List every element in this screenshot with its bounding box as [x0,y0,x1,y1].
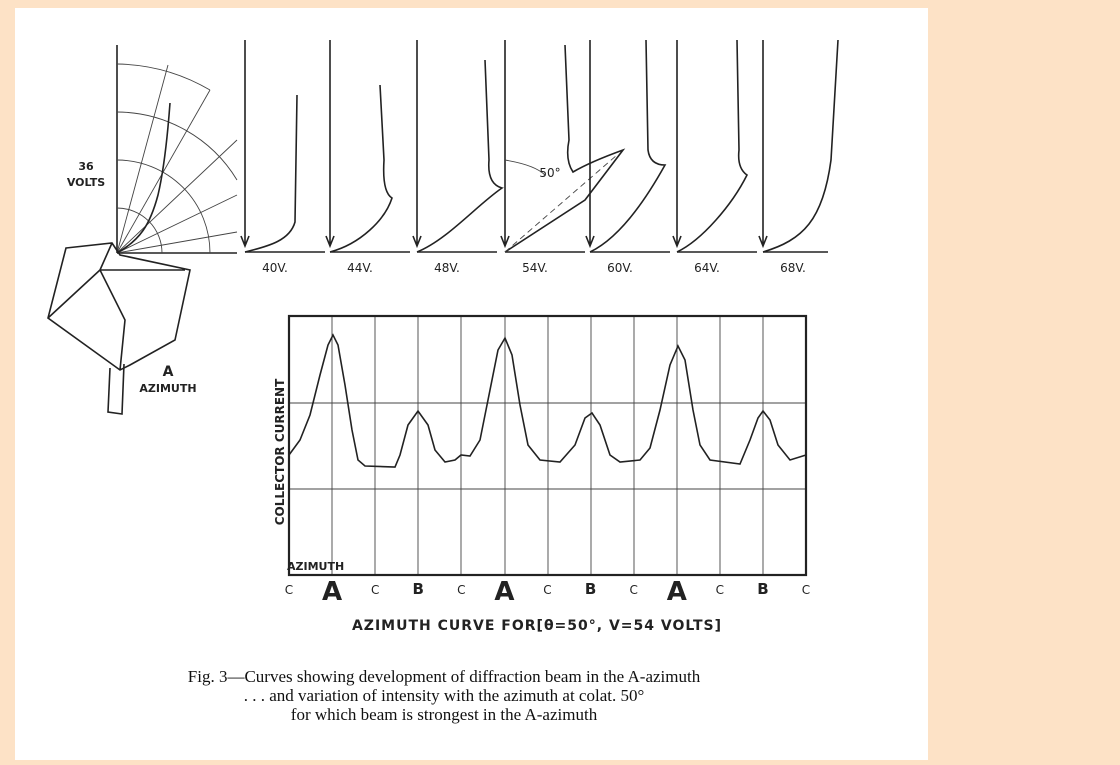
azimuth-label: C [802,583,810,597]
caption-line: Fig. 3—Curves showing development of dif… [188,667,701,686]
azimuth-label: C [285,583,293,597]
azimuth-label: C [629,583,637,597]
caption-line: for which beam is strongest in the A-azi… [291,705,598,724]
azimuth-label: B [585,580,596,598]
crystal-label: A [163,364,174,380]
caption: Fig. 3—Curves showing development of dif… [188,667,701,724]
polar-diagram: 36 VOLTS A AZIMUTH [47,45,238,415]
azimuth-label: B [413,580,424,598]
azimuth-label: C [716,583,724,597]
azimuth-label: A [322,577,342,607]
voltage-label: 40V. [262,261,288,275]
voltage-label: 60V. [607,261,633,275]
azimuth-label: C [543,583,551,597]
polar-label: 36 [78,160,94,173]
polar-label: VOLTS [67,176,105,189]
voltage-label: 44V. [347,261,373,275]
angle-label: 50° [539,166,560,180]
x-axis-label: AZIMUTH [287,560,344,573]
crystal-label: AZIMUTH [139,382,196,395]
voltage-label: 54V. [522,261,548,275]
plot-title: AZIMUTH CURVE FOR[θ=50°, V=54 VOLTS] [352,618,722,634]
azimuth-label: C [371,583,379,597]
voltage-label: 64V. [694,261,720,275]
azimuth-label: B [757,580,768,598]
voltage-panels: 50° [240,39,839,253]
voltage-label: 48V. [434,261,460,275]
azimuth-label: A [494,577,514,607]
voltage-label: 68V. [780,261,806,275]
caption-line: . . . and variation of intensity with th… [244,686,645,705]
azimuth-label: A [667,577,687,607]
y-axis-label: COLLECTOR CURRENT [273,378,287,525]
azimuth-label: C [457,583,465,597]
